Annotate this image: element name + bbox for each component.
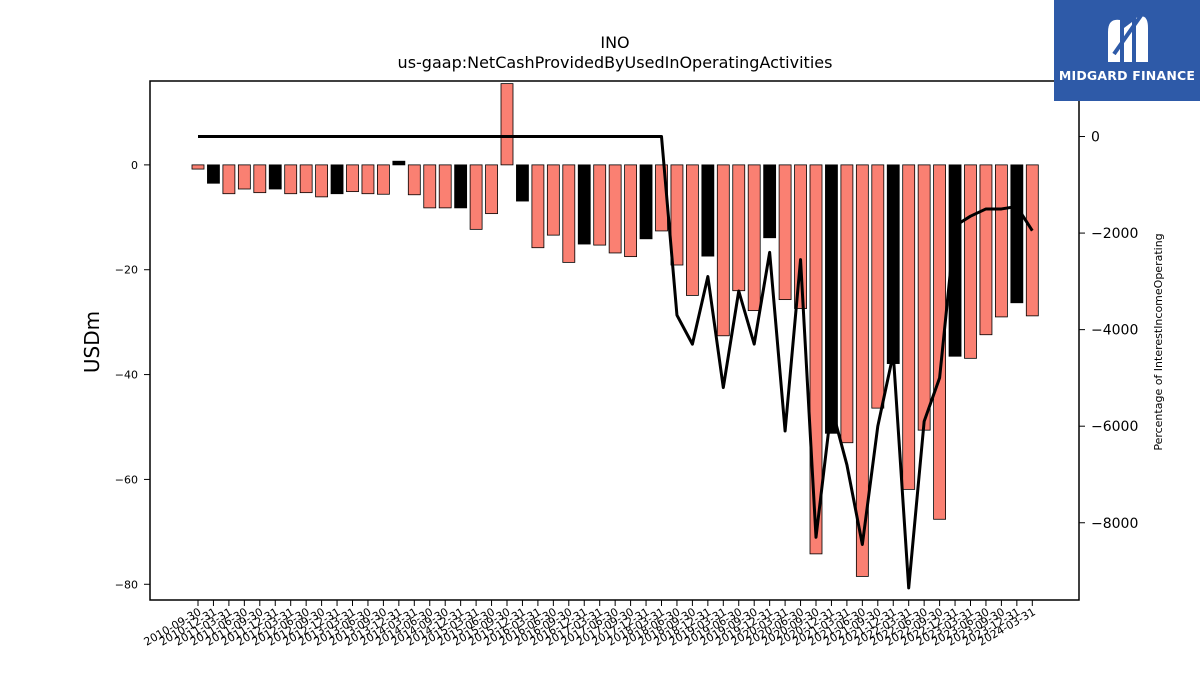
bar-2017-09-30 xyxy=(624,164,637,258)
bar-2014-12-31 xyxy=(454,164,468,209)
bar-2021-12-31 xyxy=(886,164,900,364)
bar-2016-03-31 xyxy=(531,164,545,249)
bar-2019-12-31 xyxy=(763,164,777,239)
ratio-line xyxy=(198,135,1034,590)
logo-text: MIDGARD FINANCE xyxy=(1058,68,1196,83)
bar-2017-06-30 xyxy=(608,164,622,254)
bar-2012-06-30 xyxy=(299,164,313,194)
bar-2023-06-30 xyxy=(979,164,993,336)
y-axis-label: USDm xyxy=(80,311,104,373)
bar-2014-06-30 xyxy=(423,164,437,209)
bar-2013-12-31 xyxy=(392,160,406,166)
bar-2023-12-31 xyxy=(1010,164,1024,304)
bar-2023-09-30 xyxy=(995,164,1008,318)
y-right-tick-label: 0 xyxy=(1091,130,1100,146)
x-axis-ticks: 2010-09-302010-12-312011-03-312011-06-30… xyxy=(142,600,1038,649)
logo-mark-icon xyxy=(1108,12,1148,62)
bar-2016-12-31 xyxy=(577,164,591,245)
line-layer xyxy=(198,135,1034,590)
bar-2015-06-30 xyxy=(485,164,498,215)
y-tick-label: −80 xyxy=(115,578,138,591)
y-right-tick-label: −8000 xyxy=(1091,516,1138,532)
bar-2018-06-30 xyxy=(670,164,684,266)
bar-2011-03-31 xyxy=(222,164,236,195)
bar-2021-03-31 xyxy=(840,164,854,444)
y-axis-ticks: 0 −20 −40 −60 −80 xyxy=(115,159,150,591)
chart-title: INO xyxy=(600,33,629,52)
bar-2017-12-31 xyxy=(639,164,653,240)
bar-2015-09-30 xyxy=(500,83,514,166)
bar-2018-12-31 xyxy=(701,164,715,257)
y-right-tick-label: −6000 xyxy=(1091,419,1138,435)
y-right-tick-label: −4000 xyxy=(1091,323,1138,339)
bar-2010-12-31 xyxy=(207,164,220,184)
bar-2020-03-31 xyxy=(778,164,792,301)
bar-2012-09-30 xyxy=(315,164,329,198)
bar-2014-03-31 xyxy=(407,164,421,196)
y-tick-label: −20 xyxy=(115,264,138,277)
bar-2012-03-31 xyxy=(284,164,298,195)
bar-2022-12-31 xyxy=(948,164,962,357)
plot-frame xyxy=(149,80,1080,601)
bar-2011-06-30 xyxy=(237,164,251,190)
bar-2020-12-31 xyxy=(825,164,838,434)
bar-2022-03-31 xyxy=(902,164,916,490)
bar-2019-09-30 xyxy=(747,164,761,312)
bar-2018-09-30 xyxy=(686,164,699,296)
bar-2011-12-31 xyxy=(268,164,282,190)
bar-2019-03-31 xyxy=(716,164,730,337)
bar-2021-06-30 xyxy=(855,164,869,577)
bar-2023-03-31 xyxy=(964,164,977,359)
bar-2015-12-31 xyxy=(516,164,529,202)
y-tick-label: 0 xyxy=(131,159,138,172)
chart-subtitle: us-gaap:NetCashProvidedByUsedInOperating… xyxy=(398,53,833,72)
bar-2013-06-30 xyxy=(361,164,375,195)
bar-2016-06-30 xyxy=(546,164,560,236)
y-tick-label: −60 xyxy=(115,473,138,486)
bar-2013-09-30 xyxy=(376,164,390,195)
bar-2015-03-31 xyxy=(469,164,483,230)
y-axis-right-ticks: 0 −2000 −4000 −6000 −8000 xyxy=(1079,130,1138,532)
bar-2013-03-31 xyxy=(346,164,359,193)
bar-2010-09-30 xyxy=(191,164,205,170)
bar-2017-03-31 xyxy=(593,164,607,246)
bars xyxy=(191,83,1039,577)
bar-2021-09-30 xyxy=(871,164,885,409)
bar-2011-09-30 xyxy=(253,164,267,194)
bar-2016-09-30 xyxy=(562,164,576,263)
y-right-tick-label: −2000 xyxy=(1091,226,1138,242)
y-tick-label: −40 xyxy=(115,369,138,382)
y-axis-right-label: Percentage of InterestIncomeOperating xyxy=(1152,233,1165,450)
bar-2014-09-30 xyxy=(438,164,452,209)
bar-2024-03-31 xyxy=(1025,164,1039,317)
bar-2012-12-31 xyxy=(330,164,344,195)
bar-2022-06-30 xyxy=(917,164,931,431)
bar-2019-06-30 xyxy=(732,164,746,292)
logo: MIDGARD FINANCE xyxy=(1054,0,1200,101)
bar-2022-09-30 xyxy=(933,164,946,520)
bar-2020-06-30 xyxy=(794,164,807,309)
